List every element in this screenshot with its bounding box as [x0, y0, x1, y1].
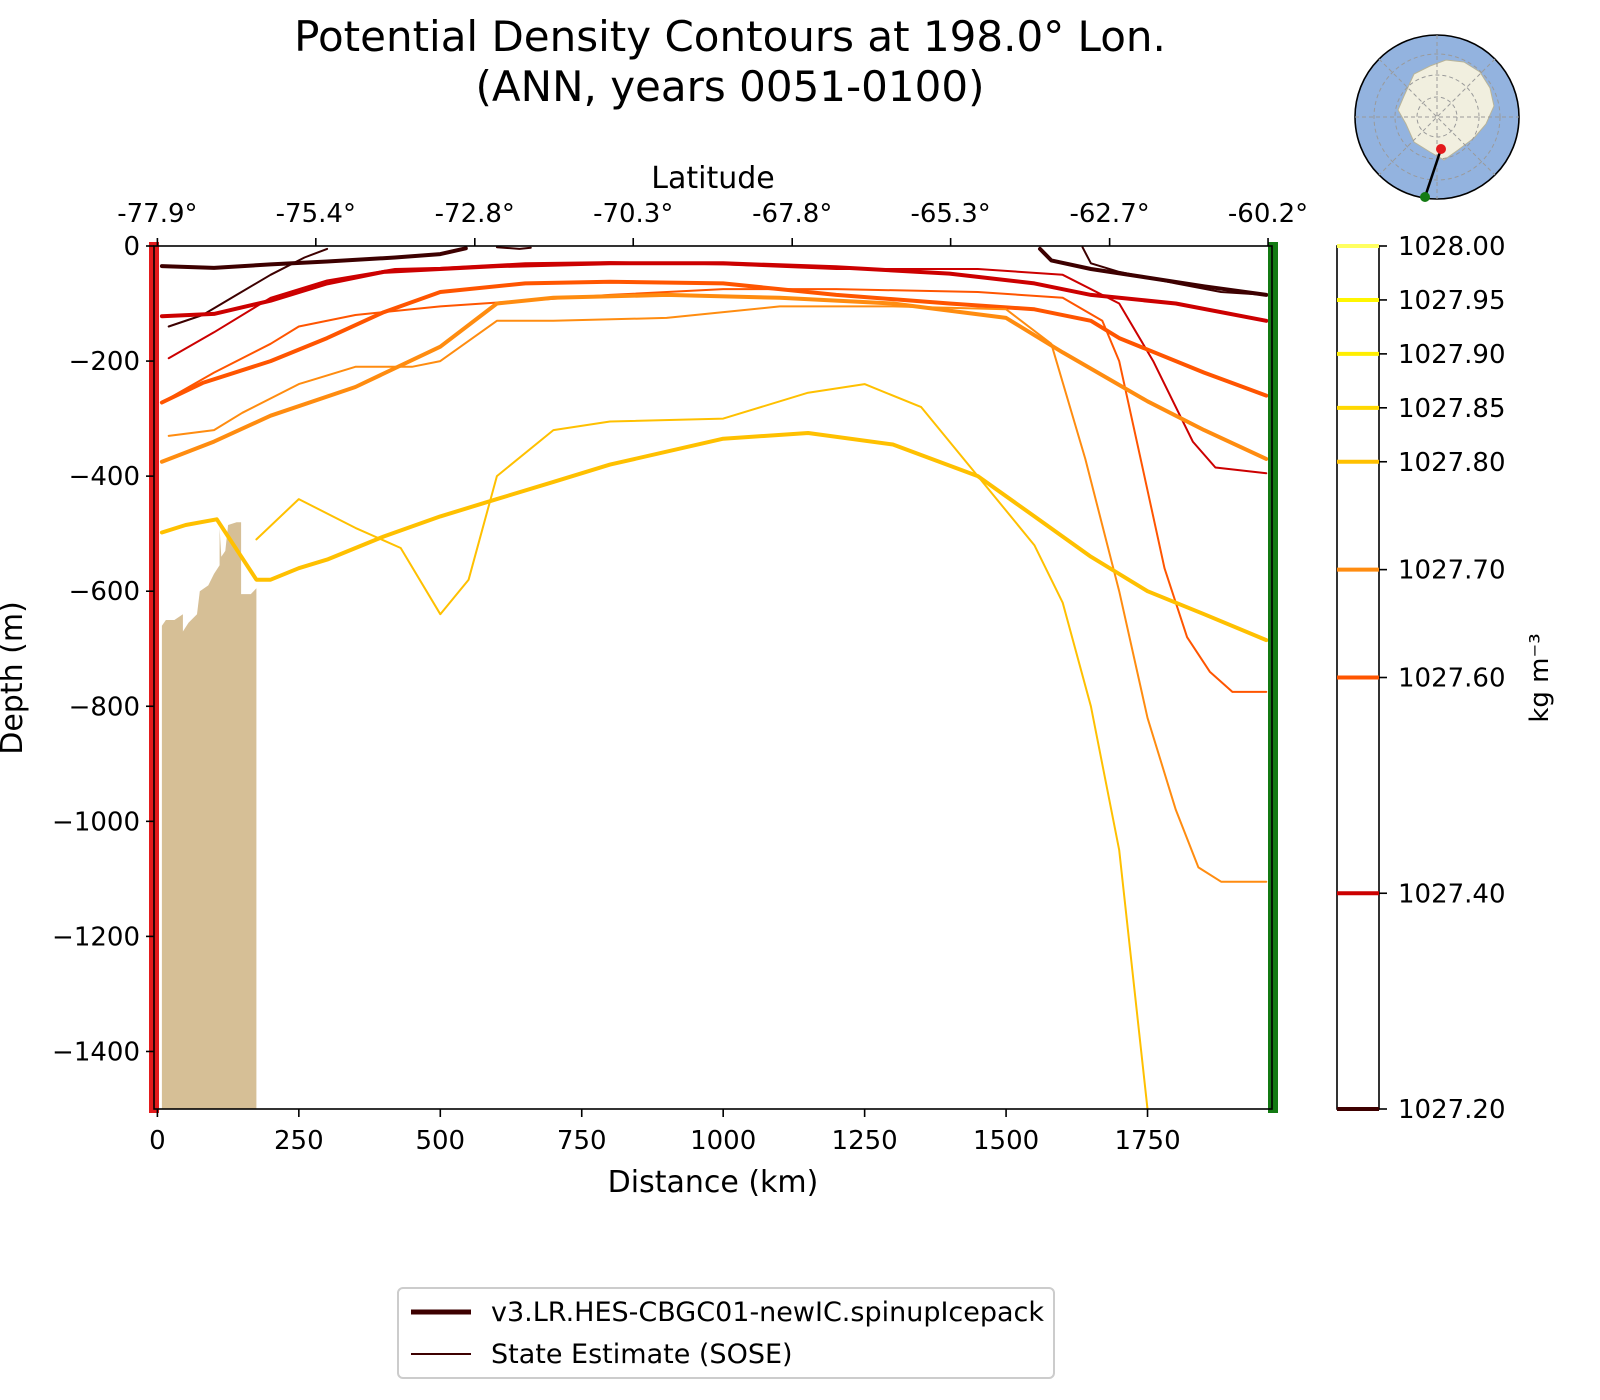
y-axis-label: Depth (m): [0, 601, 30, 755]
colorbar-tick-label: 1027.95: [1398, 286, 1506, 316]
x-tick-label: 250: [274, 1126, 324, 1156]
y-tick-label: −1200: [52, 922, 140, 952]
lat-tick-label: -60.2°: [1228, 199, 1308, 229]
x-tick-label: 1750: [1114, 1126, 1180, 1156]
x-tick-label: 1500: [973, 1126, 1039, 1156]
y-tick-label: −600: [69, 577, 140, 607]
legend-swatch-thin: [411, 1353, 471, 1355]
contour-model-1027-2-1: [1038, 246, 1269, 297]
colorbar-tick-label: 1027.20: [1398, 1095, 1506, 1125]
inset-grid-meridian: [1378, 58, 1496, 176]
colorbar-tick-label: 1027.60: [1398, 664, 1506, 694]
contour-sose-1027-6-8: [167, 288, 1268, 693]
contour-sose-1027-2-4: [1081, 246, 1268, 296]
lat-tick-label: -72.8°: [435, 199, 515, 229]
colorbar-tick-label: 1027.90: [1398, 340, 1506, 370]
colorbar-tick-label: 1027.40: [1398, 879, 1506, 909]
contour-sose-1027-2-2: [167, 247, 329, 328]
x-tick-label: 0: [149, 1126, 166, 1156]
latitude-axis-label: Latitude: [651, 161, 774, 196]
contour-sose-1027-8-12: [255, 383, 1149, 1110]
legend-item-model: v3.LR.HES-CBGC01-newIC.spinupIcepack: [411, 1292, 1044, 1332]
inset-end-marker: [1420, 192, 1430, 202]
inset-section-line: [1423, 148, 1443, 198]
legend-item-sose: State Estimate (SOSE): [411, 1334, 793, 1374]
x-tick-label: 750: [557, 1126, 607, 1156]
y-tick-label: −1000: [52, 807, 140, 837]
lat-tick-label: -62.7°: [1069, 199, 1149, 229]
plot-frame: [153, 245, 1273, 1110]
chart-subtitle: (ANN, years 0051-0100): [475, 62, 985, 111]
colorbar-label: kg m⁻³: [1525, 633, 1555, 722]
section-end-markers: [149, 242, 1278, 1113]
contour-sose-1027-7-10: [167, 305, 1268, 883]
inset-start-marker: [1436, 144, 1446, 154]
lat-tick-label: -77.9°: [117, 199, 197, 229]
inset-map: [1354, 34, 1520, 202]
y-tick-label: −800: [69, 692, 140, 722]
contour-model-1027-6-7: [159, 279, 1269, 405]
contour-model-1027-8-11: [159, 431, 1269, 643]
y-tick-label: −400: [69, 462, 140, 492]
lat-tick-label: -70.3°: [593, 199, 673, 229]
colorbar-tick-label: 1027.70: [1398, 556, 1506, 586]
y-axis-ticks: 0 −200 −400 −600 −800 −1000 −1200 −1400: [52, 232, 154, 1067]
x-tick-label: 1250: [832, 1126, 898, 1156]
colorbar-tick-label: 1028.00: [1398, 232, 1506, 262]
y-tick-label: 0: [123, 232, 140, 262]
colorbar-tick-label: 1027.85: [1398, 394, 1506, 424]
contour-sose-1027-2-3: [495, 246, 532, 250]
legend-label-sose: State Estimate (SOSE): [491, 1338, 793, 1370]
contour-model-1027-7-9: [159, 292, 1269, 464]
chart-title: Potential Density Contours at 198.0° Lon…: [294, 12, 1166, 61]
legend-swatch-thick: [411, 1309, 471, 1315]
inset-grid-ring: [1373, 53, 1501, 181]
colorbar-levels: 1027.20 1027.40 1027.60 1027.70 1027.80 1027.…: [1337, 232, 1506, 1125]
latitude-axis-ticks: -77.9° -75.4° -72.8° -70.3° -67.8° -65.3° -62.…: [117, 199, 1308, 246]
contour-series-layer: [159, 246, 1269, 1110]
colorbar-tick-label: 1027.80: [1398, 448, 1506, 478]
x-tick-label: 500: [415, 1126, 465, 1156]
bathymetry-layer: [161, 522, 257, 1109]
y-tick-label: −200: [69, 347, 140, 377]
section-end-marker: [1268, 242, 1278, 1113]
lat-tick-label: -65.3°: [910, 199, 990, 229]
legend: v3.LR.HES-CBGC01-newIC.spinupIcepack Sta…: [397, 1287, 1055, 1379]
y-tick-label: −1400: [52, 1037, 140, 1067]
x-axis-label: Distance (km): [608, 1165, 819, 1200]
contour-model-1027-2-0: [159, 246, 468, 270]
inset-antarctica: [1397, 59, 1495, 161]
inset-grid-meridian: [1378, 58, 1496, 176]
x-tick-label: 1000: [690, 1126, 756, 1156]
x-axis-ticks: 0 250 500 750 1000 1250 1500 1750: [149, 1109, 1181, 1156]
bathymetry-area: [161, 522, 257, 1109]
contour-sose-1027-4-6: [167, 261, 1268, 475]
legend-label-model: v3.LR.HES-CBGC01-newIC.spinupIcepack: [491, 1296, 1045, 1328]
lat-tick-label: -67.8°: [752, 199, 832, 229]
lat-tick-label: -75.4°: [276, 199, 356, 229]
